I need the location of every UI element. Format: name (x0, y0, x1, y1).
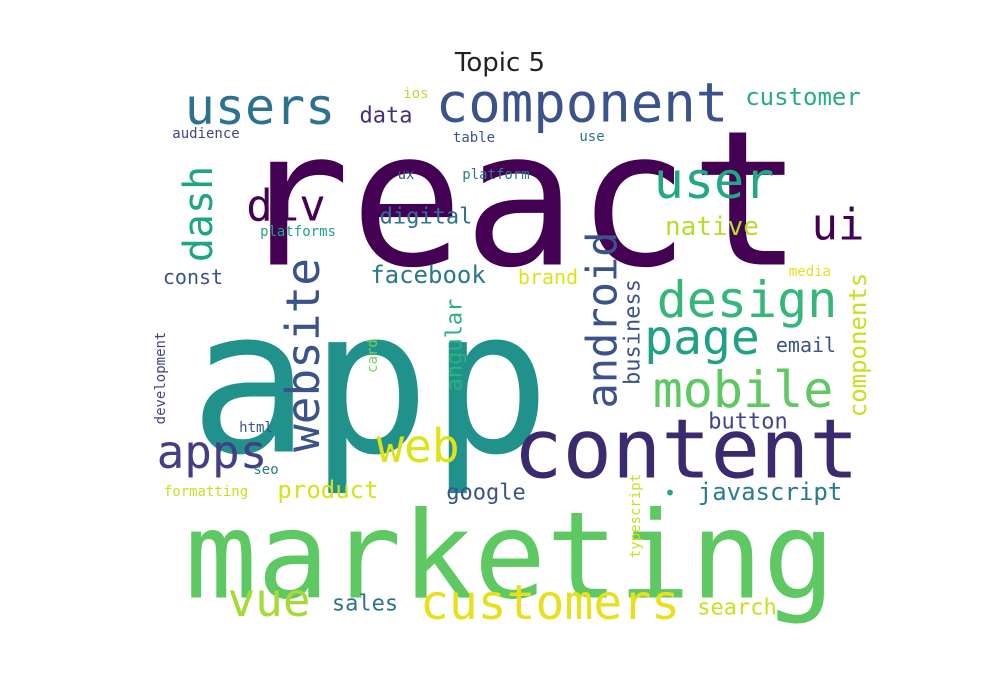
word-javascript: javascript (698, 478, 843, 506)
word-react: react (237, 91, 803, 310)
word-email: email (776, 333, 836, 357)
word-sales: sales (332, 592, 398, 617)
word-content: content (513, 403, 859, 498)
word-google: google (446, 481, 525, 506)
word-card: card (365, 339, 381, 373)
word-formatting: formatting (164, 484, 248, 500)
word-search: search (697, 596, 776, 621)
word-vue: vue (227, 573, 310, 627)
word-dot: • (664, 481, 676, 505)
word-marketing: marketing (185, 488, 835, 627)
word-android: android (578, 231, 627, 408)
word-customer: customer (745, 83, 861, 111)
word-audience: audience (172, 126, 239, 142)
word-design: design (657, 271, 838, 329)
word-app: app (189, 267, 550, 500)
word-page: page (644, 310, 760, 366)
word-development: development (153, 332, 169, 425)
word-native: native (665, 212, 759, 242)
word-facebook: facebook (370, 261, 486, 289)
word-users: users (185, 78, 336, 136)
word-button: button (708, 410, 787, 435)
word-web: web (376, 419, 459, 473)
word-div: div (246, 181, 325, 232)
word-ios: ios (403, 86, 428, 102)
word-dash: dash (176, 166, 222, 262)
word-typescript: typescript (628, 474, 644, 558)
word-ux: ux (398, 167, 415, 183)
word-media: media (789, 264, 831, 280)
word-ui: ui (812, 200, 865, 251)
word-product: product (277, 476, 378, 504)
word-digital: digital (380, 205, 473, 230)
word-platform: platform (462, 167, 529, 183)
word-html: html (239, 420, 273, 436)
word-mobile: mobile (653, 361, 834, 419)
word-brand: brand (518, 265, 578, 289)
word-website: website (276, 258, 330, 452)
word-use: use (579, 129, 604, 145)
word-component: component (436, 72, 729, 135)
word-const: const (163, 265, 223, 289)
word-business: business (621, 279, 646, 385)
word-platforms: platforms (260, 224, 336, 240)
word-table: table (453, 130, 495, 146)
word-angular: angular (443, 299, 468, 392)
word-data: data (360, 104, 413, 129)
chart-title: Topic 5 (454, 48, 546, 78)
word-user: user (654, 152, 774, 210)
word-seo: seo (253, 462, 278, 478)
word-apps: apps (157, 425, 268, 479)
word-components: components (844, 273, 872, 418)
word-customers: customers (420, 575, 680, 631)
